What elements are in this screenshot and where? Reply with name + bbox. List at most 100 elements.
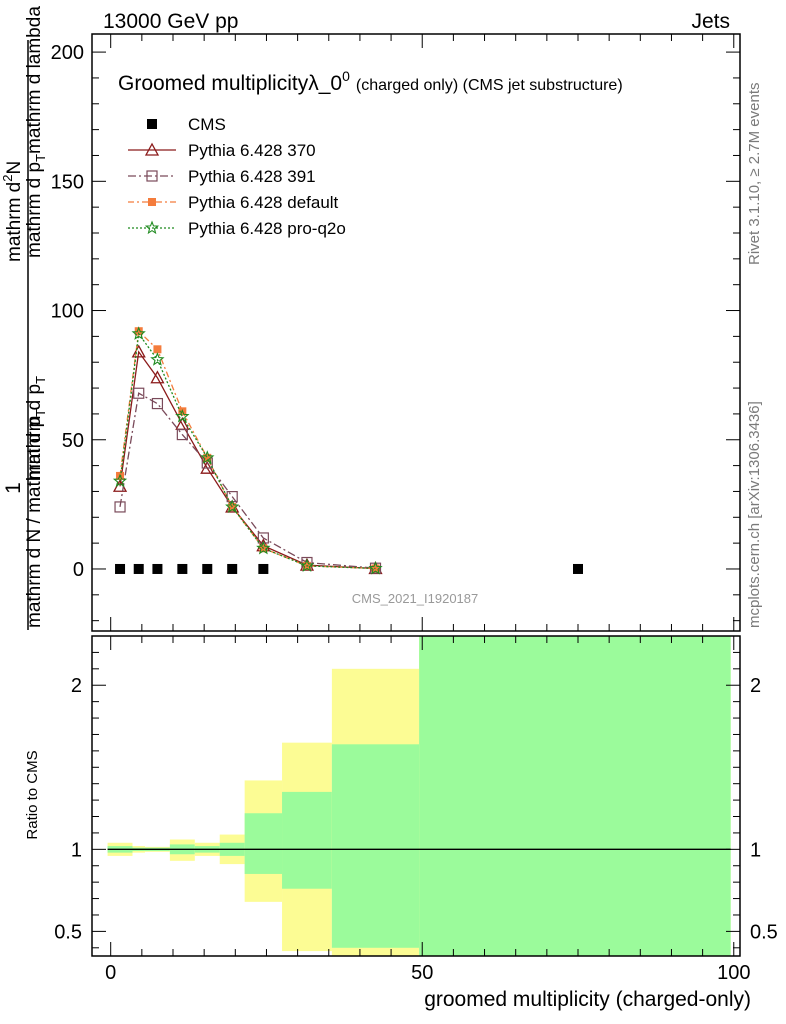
data-point — [115, 563, 126, 574]
y-tick-label: 100 — [51, 301, 84, 323]
side-text-top: Rivet 3.1.10, ≥ 2.7M events — [746, 83, 763, 266]
series-4 — [112, 326, 383, 575]
x-axis-label: groomed multiplicity (charged-only) — [424, 988, 751, 1011]
legend-item: Pythia 6.428 pro-q2o — [128, 219, 346, 238]
data-point — [203, 453, 212, 462]
main-series — [112, 326, 583, 575]
ratio-y-tick-label-right: 0.5 — [750, 921, 778, 943]
legend-label: Pythia 6.428 pro-q2o — [188, 219, 346, 238]
y-axis-label: 1 mathrm d pT mathrm d2N mathrm d pTmath… — [0, 6, 48, 630]
main-plot-area — [91, 33, 741, 632]
y-tick-label: 50 — [62, 430, 84, 452]
watermark: CMS_2021_I1920187 — [352, 591, 479, 606]
data-point — [150, 352, 165, 366]
data-point — [573, 563, 583, 574]
series-line — [119, 329, 376, 570]
ratio-y-label: Ratio to CMS — [24, 750, 41, 839]
legend-item: CMS — [147, 115, 226, 134]
ratio-y-tick-label: 0.5 — [54, 921, 82, 943]
data-point — [225, 499, 240, 514]
ylabel-numerator-1: 1 — [2, 482, 25, 494]
ylabel-n: N — [4, 161, 25, 175]
ratio-axes: 0.5 0.5 1 1 2 2 0 50 100 — [54, 636, 778, 984]
legend-item: Pythia 6.428 391 — [128, 167, 316, 186]
series-line — [119, 350, 376, 570]
legend: CMS Pythia 6.428 370 Pythia 6.428 391 Pythi… — [128, 115, 346, 238]
header-right: Jets — [691, 10, 730, 33]
ylabel-part-a: mathrm d p — [24, 384, 45, 480]
ratio-y-tick-label: 2 — [71, 675, 82, 697]
data-point — [131, 344, 146, 358]
legend-item: Pythia 6.428 370 — [128, 141, 316, 160]
data-point — [133, 563, 144, 574]
series-line — [119, 332, 376, 570]
y-tick-label: 200 — [51, 42, 84, 64]
ratio-y-tick-label-right: 2 — [750, 675, 761, 697]
ylabel-sub-t-b: T — [33, 154, 48, 162]
ratio-bands — [107, 636, 731, 956]
y-tick-label: 0 — [73, 559, 84, 581]
legend-label: CMS — [188, 115, 226, 134]
ylabel-sub-t-a: T — [33, 376, 48, 384]
title-sup: 0 — [342, 68, 350, 84]
data-point — [368, 560, 383, 575]
x-tick-label: 50 — [411, 962, 433, 984]
data-point — [114, 501, 126, 513]
ylabel-dpt: mathrm d p — [24, 162, 45, 258]
legend-label: Pythia 6.428 391 — [188, 167, 316, 186]
data-point — [299, 558, 315, 572]
ratio-band-green — [331, 744, 420, 948]
data-point — [176, 428, 188, 441]
title-main: Groomed multiplicityλ_0 — [118, 72, 342, 95]
data-point — [175, 409, 190, 423]
data-point — [112, 473, 128, 488]
data-point — [134, 327, 143, 336]
ylabel-sub-t-c: T — [33, 409, 48, 417]
ylabel-sup-2: 2 — [0, 175, 15, 182]
side-text-bottom: mcplots.cern.ch [arXiv:1306.3436] — [746, 401, 763, 628]
legend-marker — [146, 170, 158, 182]
ylabel-numerator-top: mathrm d2N — [0, 161, 25, 262]
ratio-band-green — [419, 636, 731, 956]
legend-marker — [144, 142, 160, 156]
x-tick-label: 100 — [717, 962, 750, 984]
ylabel-denominator: mathrm d N / mathrm d pT — [24, 409, 48, 628]
ratio-y-tick-label: 1 — [71, 839, 82, 861]
data-point — [227, 563, 238, 574]
data-point — [256, 540, 271, 555]
data-point — [150, 370, 165, 384]
legend-label: Pythia 6.428 default — [188, 193, 339, 212]
ylabel-denom-a: mathrm d N / mathrm d p — [24, 417, 45, 628]
legend-item: Pythia 6.428 default — [128, 193, 339, 212]
x-tick-label: 0 — [105, 962, 116, 984]
data-point — [131, 326, 146, 340]
ylabel-numerator-2: mathrm d pT — [24, 376, 48, 480]
chart-title: Groomed multiplicityλ_00 (charged only) (… — [118, 68, 623, 95]
legend-label: Pythia 6.428 370 — [188, 141, 316, 160]
data-point — [200, 450, 215, 464]
series-line — [119, 392, 376, 569]
ratio-band-green — [282, 791, 332, 889]
series-1 — [112, 344, 383, 575]
title-rest: (charged only) (CMS jet substructure) — [356, 77, 623, 94]
ylabel-dlambda: mathrm d lambda — [24, 6, 45, 154]
ratio-plot-frame — [91, 635, 741, 957]
y-tick-label: 150 — [51, 171, 84, 193]
data-point — [153, 345, 162, 354]
data-point — [133, 387, 145, 399]
data-point — [151, 397, 164, 410]
ratio-y-tick-label-right: 1 — [750, 839, 761, 861]
main-axes: 0 50 100 150 200 — [51, 34, 740, 631]
series-0 — [115, 563, 583, 574]
data-point — [177, 563, 188, 574]
ratio-band-green — [244, 813, 283, 874]
ylabel-numerator-bottom: mathrm d pTmathrm d lambda — [24, 6, 48, 258]
legend-marker — [144, 220, 160, 235]
data-point — [152, 563, 163, 574]
ylabel-d: mathrm d — [4, 182, 25, 262]
data-point — [202, 563, 213, 574]
legend-marker — [148, 198, 156, 206]
main-plot-frame — [91, 33, 741, 632]
data-point — [258, 563, 269, 574]
